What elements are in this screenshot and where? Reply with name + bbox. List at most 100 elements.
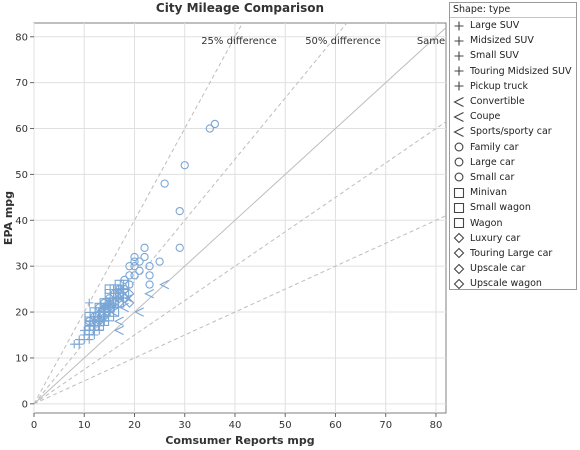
y-tick-label: 20 <box>15 308 28 319</box>
legend-item: Small car <box>450 170 576 185</box>
chart-title: City Mileage Comparison <box>156 1 324 15</box>
data-point-circle <box>125 262 134 271</box>
legend-item: Coupe <box>450 109 576 124</box>
data-point-circle <box>130 271 139 280</box>
data-point-square <box>119 279 130 290</box>
data-point-circle <box>175 206 184 216</box>
data-point-circle <box>135 266 144 275</box>
x-tick-label: 80 <box>430 420 443 431</box>
legend-item: Small SUV <box>450 48 576 63</box>
legend-item: Minivan <box>450 185 576 200</box>
grid <box>33 23 446 413</box>
legend-item: Large SUV <box>450 18 576 33</box>
x-axis-label: Comsumer Reports mpg <box>165 434 314 447</box>
legend-label: Small car <box>470 171 515 183</box>
legend-label: Sports/sporty car <box>470 126 552 138</box>
data-point-diamond <box>99 311 110 322</box>
diamond-icon <box>453 263 465 274</box>
x-tick-label: 70 <box>379 420 392 431</box>
plus-icon <box>454 21 464 31</box>
legend-item: Convertible <box>450 94 576 109</box>
circle-icon <box>454 173 464 182</box>
legend-label: Minivan <box>470 187 507 199</box>
plot-area <box>33 22 447 414</box>
data-point-circle <box>155 257 164 266</box>
data-point-square <box>104 311 115 322</box>
plus-marker <box>454 21 464 31</box>
x-tick-label: 30 <box>178 420 191 431</box>
reference-line-2 <box>33 27 447 405</box>
x-tick-label: 10 <box>78 420 91 431</box>
reference-labels: 25% difference 50% difference Same <box>201 36 445 47</box>
plus-icon <box>454 81 464 91</box>
data-point-less-than <box>134 307 144 317</box>
legend-label: Wagon <box>470 217 503 229</box>
legend-label: Small SUV <box>470 50 519 62</box>
square-marker <box>453 202 465 213</box>
data-point-circle <box>175 243 184 252</box>
data-point-circle <box>145 280 154 289</box>
data-point-circle <box>145 262 154 271</box>
plus-marker <box>454 81 464 91</box>
y-tick-label: 50 <box>15 170 28 181</box>
y-tick-label: 80 <box>15 32 28 43</box>
data-point-circle <box>130 252 139 262</box>
diamond-icon <box>453 248 465 259</box>
legend-item: Midsized SUV <box>450 33 576 48</box>
reference-line-1 <box>33 215 447 405</box>
y-tick-label: 70 <box>15 78 28 89</box>
legend-label: Convertible <box>470 96 525 108</box>
data-point-square <box>99 316 110 326</box>
data-point-circle <box>210 119 220 129</box>
y-tick-label: 40 <box>15 216 28 227</box>
data-point-circle <box>180 161 189 170</box>
data-point-diamond <box>124 297 135 308</box>
plus-marker <box>454 66 464 76</box>
less-than-icon <box>453 126 464 137</box>
diamond-marker <box>453 248 465 259</box>
axis-ticks: 0 10 20 30 40 50 60 70 80 0 10 20 30 40 50 60 70 80 <box>15 32 442 431</box>
legend-item: Small wagon <box>450 200 576 215</box>
data-point-diamond <box>124 288 135 299</box>
legend-item: Touring Large car <box>450 246 576 261</box>
legend-label: Touring Large car <box>470 247 553 259</box>
circle-marker <box>454 142 464 152</box>
square-icon <box>453 202 465 213</box>
data-point-circle <box>125 271 134 280</box>
legend-label: Upscale car <box>470 263 526 275</box>
x-tick-label: 0 <box>31 420 37 431</box>
square-marker <box>453 187 465 198</box>
legend-label: Pickup truck <box>470 80 529 92</box>
circle-marker <box>454 173 464 182</box>
plus-icon <box>454 66 464 76</box>
legend-label: Large SUV <box>470 20 520 32</box>
legend-item: Sports/sporty car <box>450 124 576 139</box>
data-point-diamond <box>114 297 125 308</box>
data-point-circle <box>125 280 134 289</box>
less-than-icon <box>453 111 464 122</box>
x-tick-label: 50 <box>279 420 292 431</box>
data-point-less-than <box>144 289 155 299</box>
legend-item: Large car <box>450 155 576 170</box>
legend-label: Small wagon <box>470 202 531 214</box>
legend-label: Midsized SUV <box>470 35 534 47</box>
data-point-circle <box>135 257 144 266</box>
x-tick-label: 60 <box>329 420 342 431</box>
legend-item: Pickup truck <box>450 79 576 94</box>
data-point-circle <box>160 179 169 188</box>
data-point-square <box>114 284 125 294</box>
data-point-less-than <box>159 279 170 290</box>
plus-marker <box>454 51 464 61</box>
data-point-circle <box>140 243 149 252</box>
data-point-square <box>94 321 105 331</box>
data-point-diamond <box>94 316 105 327</box>
data-point-plus <box>85 298 94 308</box>
data-point-diamond <box>119 293 130 304</box>
square-icon <box>453 187 465 198</box>
legend-item: Upscale wagon <box>450 276 576 291</box>
data-points <box>69 119 220 349</box>
data-point-square <box>109 307 120 317</box>
data-point-diamond <box>104 302 115 313</box>
plus-icon <box>454 51 464 61</box>
